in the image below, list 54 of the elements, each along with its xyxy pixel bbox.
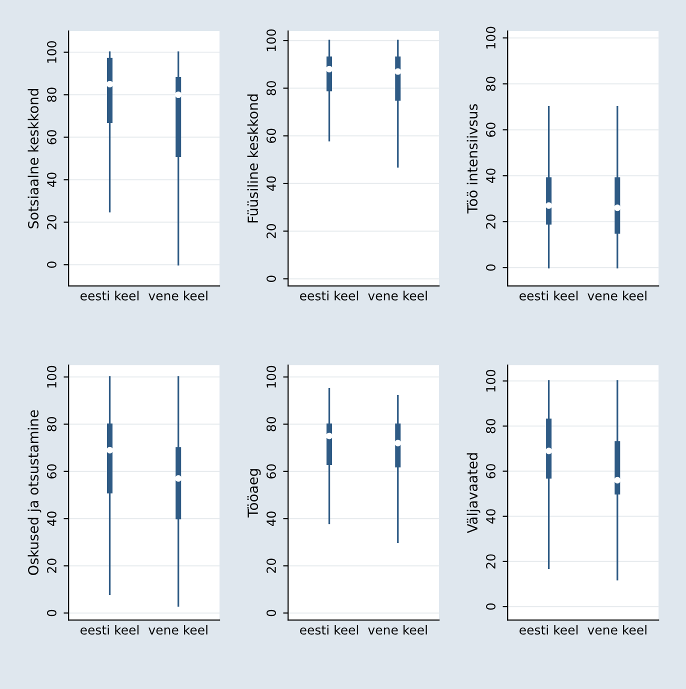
y-tick-label: 0 (266, 276, 276, 282)
y-tick-label: 60 (486, 122, 496, 137)
y-tick-label: 40 (266, 511, 276, 526)
y-tick-label: 40 (266, 176, 276, 191)
y-axis-title: Oskused ja otsustamine (28, 410, 42, 575)
y-tick-label: 100 (47, 366, 56, 388)
x-tick-label: eesti keel (520, 624, 578, 635)
y-axis-title: Sotsiaalne keskkond (28, 88, 39, 228)
y-tick-label: 20 (47, 215, 56, 230)
y-tick-label: 80 (486, 418, 496, 434)
y-tick-label: 100 (486, 26, 496, 48)
x-tick-label: vene keel (588, 290, 646, 300)
y-tick-label: 0 (47, 610, 56, 616)
y-tick-label: 40 (47, 511, 56, 526)
y-axis-title: Tööaeg (247, 469, 261, 518)
x-tick-label: eesti keel (300, 290, 358, 300)
y-tick-label: 100 (486, 370, 496, 392)
x-tick-label: eesti keel (80, 290, 139, 300)
y-tick-label: 40 (486, 168, 496, 184)
y-tick-label: 80 (486, 76, 496, 91)
y-tick-label: 60 (266, 464, 276, 478)
y-tick-label: 0 (486, 603, 496, 610)
y-tick-label: 60 (486, 464, 496, 478)
y-tick-label: 0 (47, 262, 56, 268)
x-tick-label: vene keel (588, 624, 646, 635)
x-tick-label: vene keel (368, 624, 427, 635)
y-tick-label: 20 (486, 214, 496, 229)
y-tick-label: 0 (486, 264, 496, 271)
y-tick-label: 20 (266, 558, 276, 573)
y-tick-label: 80 (266, 417, 276, 432)
y-tick-label: 60 (266, 128, 276, 143)
y-tick-label: 40 (486, 509, 496, 524)
y-axis-title: Väljavaated (466, 453, 480, 534)
y-tick-label: 80 (47, 88, 56, 102)
y-tick-label: 40 (47, 172, 56, 188)
x-tick-label: eesti keel (300, 624, 358, 635)
y-tick-label: 100 (47, 41, 56, 63)
y-tick-label: 80 (47, 417, 56, 432)
y-tick-label: 20 (47, 558, 56, 573)
y-axis-title: Töö intensiivsus (466, 104, 478, 214)
y-tick-label: 0 (266, 610, 276, 616)
y-tick-label: 20 (486, 554, 496, 568)
y-axis-title: Füüsiline keskkond (247, 94, 258, 222)
x-tick-label: vene keel (148, 290, 208, 300)
y-tick-label: 60 (47, 464, 56, 478)
y-tick-label: 20 (266, 224, 276, 238)
x-tick-label: eesti keel (520, 290, 578, 300)
y-tick-label: 100 (266, 29, 276, 52)
x-tick-label: vene keel (368, 290, 427, 300)
y-tick-label: 100 (266, 366, 276, 388)
x-tick-label: eesti keel (80, 624, 139, 635)
y-tick-label: 60 (47, 130, 56, 144)
y-tick-label: 80 (266, 81, 276, 96)
x-tick-label: vene keel (148, 624, 208, 635)
